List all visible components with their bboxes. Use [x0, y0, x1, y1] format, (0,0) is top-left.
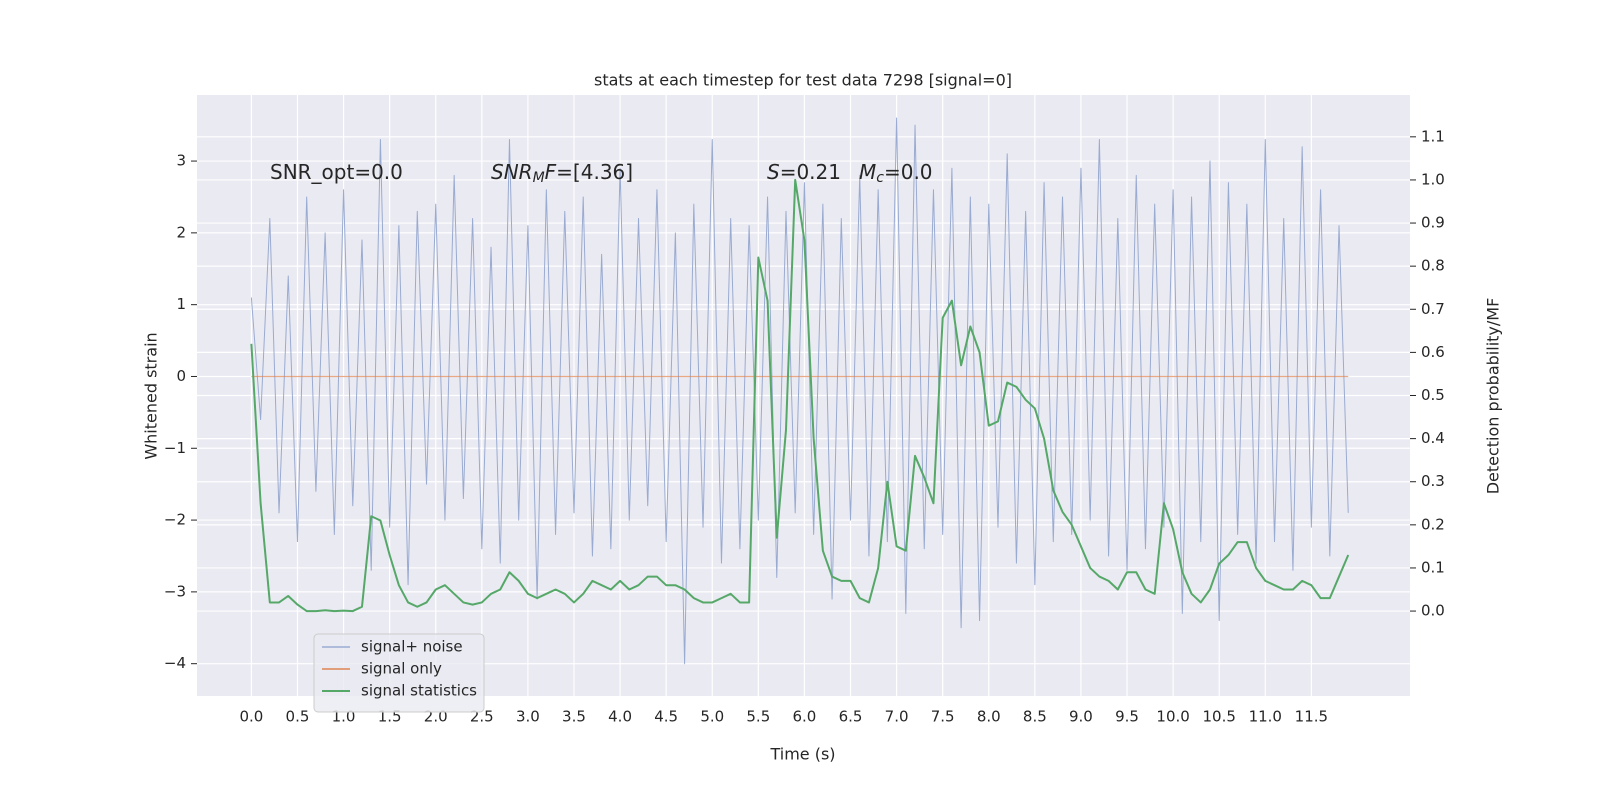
y2-tick-label: 0.3	[1421, 472, 1445, 490]
x-tick-label: 11.5	[1295, 708, 1328, 726]
labels: 0.0 0.5 1.0 1.5 2.0 2.5 3.0 3.5 4.0 4.5 5.0 5.5 6.0 6…	[164, 127, 1445, 725]
x-tick-label: 4.0	[608, 708, 632, 726]
annotation-part: c	[876, 170, 884, 186]
y-tick-label: 1	[176, 295, 186, 313]
x-tick-label: 5.0	[700, 708, 724, 726]
y-axis-label: Whitened strain	[142, 332, 161, 459]
annotation: Mc=0.0	[859, 160, 933, 187]
x-tick-label: 5.5	[746, 708, 770, 726]
annotation-part: =0.21	[780, 160, 841, 184]
annotation-part: M	[859, 160, 876, 184]
legend-label: signal only	[361, 660, 442, 678]
y2-axis-label: Detection probability/MF	[1484, 298, 1503, 495]
y2-tick-label: 0.4	[1421, 429, 1445, 447]
y2-tick-label: 0.8	[1421, 257, 1445, 275]
x-tick-label: 8.0	[977, 708, 1001, 726]
x-tick-label: 7.5	[931, 708, 955, 726]
y2-tick-label: 0.6	[1421, 343, 1445, 361]
x-tick-label: 6.0	[792, 708, 816, 726]
x-tick-label: 9.0	[1069, 708, 1093, 726]
annotation-part: =0.0	[884, 160, 933, 184]
y-tick-label: 3	[176, 152, 186, 170]
y2-tick-label: 0.2	[1421, 515, 1445, 533]
annotation-part: SNR_opt=0.0	[270, 160, 403, 184]
y2-tick-label: 1.0	[1421, 170, 1445, 188]
x-tick-label: 3.5	[562, 708, 586, 726]
annotation-part: SNR	[491, 160, 533, 184]
y-tick-label: −4	[164, 654, 186, 672]
x-tick-label: 3.0	[516, 708, 540, 726]
y2-tick-label: 0.1	[1421, 558, 1445, 576]
y2-tick-label: 0.9	[1421, 214, 1445, 232]
legend: signal+ noise signal only signal statistic…	[313, 633, 485, 713]
y-tick-label: −1	[164, 439, 186, 457]
legend-label: signal+ noise	[361, 638, 463, 656]
y-tick-label: 0	[176, 367, 186, 385]
y-tick-label: −2	[164, 511, 186, 529]
series-line	[250, 178, 1350, 613]
y-tick-label: −3	[164, 582, 186, 600]
annotation-part: S	[767, 160, 780, 184]
annotation: SNRMF=[4.36]	[491, 160, 633, 187]
series-line	[250, 117, 1349, 665]
y2-tick-label: 0.5	[1421, 386, 1445, 404]
chart-title: stats at each timestep for test data 729…	[594, 71, 1012, 90]
y2-tick-label: 0.7	[1421, 300, 1445, 318]
x-tick-label: 11.0	[1249, 708, 1282, 726]
y2-tick-label: 0.0	[1421, 602, 1445, 620]
x-tick-label: 0.0	[239, 708, 263, 726]
x-tick-label: 6.5	[839, 708, 863, 726]
annotation-part: =[4.36]	[556, 160, 633, 184]
annotation: S=0.21	[767, 160, 841, 184]
x-tick-label: 4.5	[654, 708, 678, 726]
annotation: SNR_opt=0.0	[270, 160, 403, 184]
x-tick-label: 10.0	[1156, 708, 1189, 726]
y-tick-label: 2	[176, 223, 186, 241]
y2-tick-label: 1.1	[1421, 127, 1445, 145]
legend-label: signal statistics	[361, 682, 477, 700]
x-tick-label: 10.5	[1202, 708, 1235, 726]
annotation-part: F	[545, 160, 557, 184]
x-tick-label: 8.5	[1023, 708, 1047, 726]
x-tick-label: 7.0	[885, 708, 909, 726]
x-tick-label: 9.5	[1115, 708, 1139, 726]
x-axis-label: Time (s)	[769, 745, 835, 764]
annotation-part: M	[533, 170, 545, 186]
legend-box	[313, 633, 485, 713]
marks	[250, 117, 1350, 665]
x-tick-label: 0.5	[286, 708, 310, 726]
